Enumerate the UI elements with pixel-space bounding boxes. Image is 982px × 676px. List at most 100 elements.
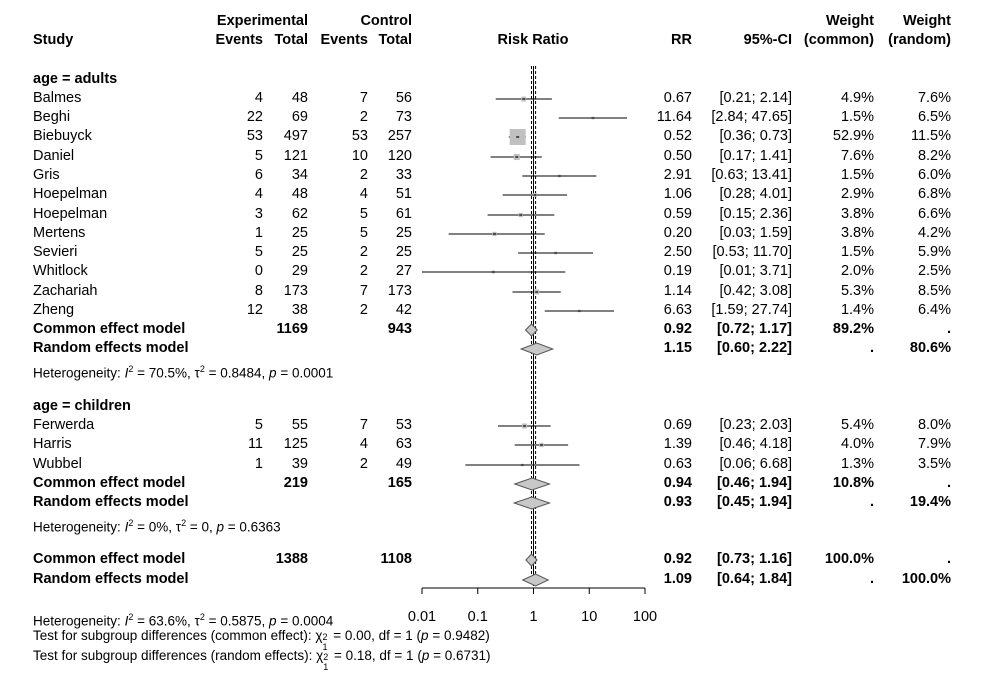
- row-label: Random effects model: [33, 340, 189, 356]
- cell-w-random: 8.2%: [917, 148, 951, 164]
- cell-rr: 11.64: [656, 109, 692, 125]
- het-p: p: [216, 519, 225, 535]
- cell-e-tot: 1169: [276, 321, 308, 337]
- row-label: Whitlock: [33, 263, 88, 279]
- row-label: Beghi: [33, 109, 71, 125]
- cell-e-ev: 1: [254, 456, 263, 472]
- header-rr: RR: [671, 32, 692, 48]
- cell-c-ev: 5: [359, 225, 368, 241]
- cell-c-ev: 2: [359, 302, 368, 318]
- cell-w-common: 1.5%: [840, 244, 874, 260]
- cell-w-common: 1.3%: [840, 456, 874, 472]
- het-sup: 2: [128, 518, 134, 528]
- cell-ci: [0.45; 1.94]: [717, 494, 792, 510]
- row-label: Hoepelman: [33, 186, 108, 202]
- cell-rr: 0.52: [663, 128, 692, 144]
- row-label: Random effects model: [33, 494, 189, 510]
- header-events-ctl: Events: [320, 32, 368, 48]
- het-text: = 0.0001: [276, 365, 334, 381]
- cell-w-random: 6.8%: [917, 186, 951, 202]
- row-label: Zheng: [33, 302, 75, 318]
- header-events-exp: Events: [215, 32, 263, 48]
- het-text: Heterogeneity:: [33, 365, 125, 381]
- cell-c-tot: 257: [387, 128, 412, 144]
- cell-c-tot: 51: [395, 186, 412, 202]
- cell-ci: [0.15; 2.36]: [719, 206, 792, 222]
- cell-ci: [0.46; 4.18]: [719, 436, 792, 452]
- header-total-ctl: Total: [378, 32, 412, 48]
- cell-c-tot: 1108: [380, 551, 412, 567]
- cell-w-random: 19.4%: [909, 494, 951, 510]
- cell-w-random: 5.9%: [917, 244, 951, 260]
- cell-e-tot: 39: [291, 456, 308, 472]
- cell-c-tot: 25: [395, 244, 412, 260]
- cell-ci: [2.84; 47.65]: [711, 109, 792, 125]
- header-risk-ratio: Risk Ratio: [497, 32, 569, 48]
- cell-rr: 0.69: [663, 417, 692, 433]
- cell-ci: [0.60; 2.22]: [717, 340, 792, 356]
- cell-w-random: .: [946, 475, 951, 491]
- cell-w-common: 89.2%: [832, 321, 874, 337]
- cell-w-common: 10.8%: [832, 475, 874, 491]
- cell-w-random: .: [946, 551, 951, 567]
- cell-c-ev: 4: [359, 436, 368, 452]
- cell-w-common: 4.9%: [840, 90, 874, 106]
- cell-e-ev: 12: [246, 302, 263, 318]
- cell-ci: [0.46; 1.94]: [717, 475, 792, 491]
- cell-w-common: 5.3%: [840, 283, 874, 299]
- header-weight-random-sub: (random): [888, 32, 951, 48]
- cell-rr: 2.50: [663, 244, 692, 260]
- cell-e-tot: 48: [291, 186, 308, 202]
- cell-e-ev: 5: [254, 148, 263, 164]
- cell-e-tot: 125: [283, 436, 308, 452]
- cell-e-tot: 25: [291, 225, 308, 241]
- row-label: Sevieri: [33, 244, 78, 260]
- cell-w-common: 1.5%: [840, 167, 874, 183]
- cell-e-ev: 5: [254, 244, 263, 260]
- cell-e-tot: 69: [291, 109, 308, 125]
- row-label: Gris: [33, 167, 60, 183]
- cell-c-ev: 2: [359, 263, 368, 279]
- het-sup: 2: [128, 364, 134, 374]
- cell-c-ev: 4: [359, 186, 368, 202]
- cell-c-ev: 7: [359, 417, 368, 433]
- summary-diamond: [519, 342, 555, 356]
- cell-ci: [0.21; 2.14]: [719, 90, 792, 106]
- row-label: Random effects model: [33, 571, 189, 587]
- cell-e-ev: 53: [246, 128, 263, 144]
- summary-diamond: [513, 477, 552, 491]
- x-tick-label: 0.01: [408, 609, 436, 625]
- cell-c-tot: 173: [387, 283, 412, 299]
- cell-ci: [0.28; 4.01]: [719, 186, 792, 202]
- header-study: Study: [33, 32, 74, 48]
- cell-c-ev: 53: [351, 128, 368, 144]
- cell-ci: [0.17; 1.41]: [719, 148, 792, 164]
- cell-e-ev: 4: [254, 90, 263, 106]
- cell-c-ev: 10: [351, 148, 368, 164]
- cell-e-ev: 6: [254, 167, 263, 183]
- cell-rr: 0.59: [663, 206, 692, 222]
- cell-c-tot: 42: [395, 302, 412, 318]
- footer-test-random: Test for subgroup differences (random ef…: [33, 648, 491, 672]
- header-weight-common: Weight: [825, 13, 874, 29]
- cell-e-tot: 25: [291, 244, 308, 260]
- header-control: Control: [360, 13, 412, 29]
- subgroup-label: age = children: [33, 398, 131, 414]
- cell-rr: 6.63: [663, 302, 692, 318]
- cell-c-tot: 61: [395, 206, 412, 222]
- cell-c-tot: 63: [395, 436, 412, 452]
- cell-e-tot: 48: [291, 90, 308, 106]
- het-text: = 0.6363: [224, 519, 281, 535]
- cell-c-ev: 2: [359, 109, 368, 125]
- cell-rr: 0.94: [663, 475, 692, 491]
- cell-ci: [0.03; 1.59]: [719, 225, 792, 241]
- x-tick-label: 1: [529, 609, 537, 625]
- cell-rr: 2.91: [663, 167, 692, 183]
- cell-e-tot: 173: [283, 283, 308, 299]
- cell-e-ev: 4: [254, 186, 263, 202]
- cell-ci: [1.59; 27.74]: [711, 302, 792, 318]
- cell-w-random: 11.5%: [910, 128, 951, 144]
- cell-c-ev: 2: [359, 167, 368, 183]
